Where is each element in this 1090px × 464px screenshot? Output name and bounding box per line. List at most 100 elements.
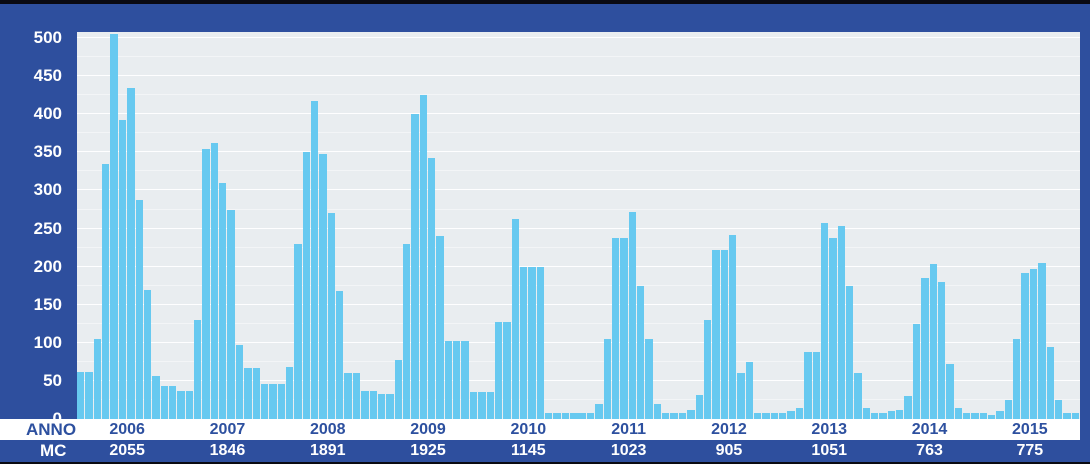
bar	[988, 415, 996, 419]
bar	[135, 199, 143, 419]
bar	[361, 390, 369, 419]
bar	[1013, 339, 1021, 419]
bar	[85, 371, 93, 419]
bar	[720, 249, 728, 419]
y-tick-label: 500	[33, 28, 62, 48]
bar	[879, 412, 887, 419]
bar	[904, 396, 912, 419]
bar	[352, 373, 361, 419]
bar	[628, 211, 636, 419]
y-tick-label: 400	[33, 104, 62, 124]
bar	[812, 351, 820, 419]
bar	[1071, 412, 1079, 419]
bar	[369, 390, 377, 419]
bar	[269, 383, 277, 419]
bar	[428, 158, 436, 419]
bar	[595, 403, 603, 419]
bar	[645, 339, 653, 419]
bar	[946, 364, 954, 419]
bar	[77, 371, 85, 419]
bar	[260, 383, 269, 419]
x-axis-title: ANNO	[26, 420, 77, 439]
y-axis: 500450400350300250200150100500	[0, 28, 70, 428]
bar	[804, 351, 812, 419]
year-labels: 2006 2007 2008 2009 2010 2011 2012 2013 2014 2015	[77, 419, 1080, 440]
bar	[795, 407, 804, 419]
bars-container	[77, 32, 1080, 419]
gridline	[77, 170, 1080, 172]
gridline	[77, 151, 1080, 153]
bar	[311, 101, 319, 419]
anno-row: ANNO 2006 2007 2008 2009 2010 2011 2012 2013 201…	[0, 419, 1080, 440]
mc-value: 1051	[811, 442, 848, 459]
bar	[996, 411, 1004, 419]
bar	[979, 412, 988, 419]
gridline	[77, 322, 1080, 324]
year-label: 2014	[911, 421, 948, 438]
bar	[586, 412, 595, 419]
bar	[1046, 346, 1054, 419]
bar	[728, 234, 737, 419]
year-label: 2015	[1012, 421, 1048, 438]
bar	[118, 119, 127, 419]
gridline	[77, 360, 1080, 362]
bar	[469, 392, 478, 419]
bar	[411, 114, 419, 419]
bar	[971, 412, 979, 419]
y-tick-label: 350	[33, 142, 62, 162]
bar	[302, 152, 311, 419]
mc-row-title: MC	[40, 441, 67, 460]
mc-value: 775	[1016, 442, 1044, 459]
bar	[235, 345, 244, 419]
bar	[285, 367, 294, 419]
year-group-2012	[678, 32, 779, 419]
gridline	[77, 132, 1080, 134]
bar	[929, 264, 937, 419]
bar	[695, 394, 703, 419]
bar	[887, 411, 896, 419]
bar	[294, 243, 302, 419]
gridline	[77, 341, 1080, 343]
gridline	[77, 265, 1080, 267]
y-tick-label: 450	[33, 66, 62, 86]
year-label: 2008	[309, 421, 346, 438]
year-label: 2010	[510, 421, 547, 438]
bar	[528, 266, 536, 419]
bar	[478, 392, 486, 419]
year-group-2007	[177, 32, 277, 419]
mc-value: 1145	[510, 442, 546, 459]
mc-value: 905	[715, 442, 743, 459]
bar	[745, 361, 754, 419]
year-label: 2012	[711, 421, 747, 438]
bar	[871, 412, 879, 419]
bar	[954, 407, 962, 419]
bar	[277, 383, 285, 419]
bar	[444, 340, 453, 419]
gridline	[77, 189, 1080, 191]
bar	[494, 322, 503, 419]
gridline	[77, 227, 1080, 229]
mc-value: 763	[916, 442, 943, 459]
bar	[1021, 272, 1029, 419]
bar	[829, 237, 837, 419]
bar	[461, 340, 469, 419]
bar	[394, 360, 402, 419]
bar	[712, 249, 720, 419]
bar	[687, 409, 695, 419]
bar	[837, 226, 845, 419]
bar	[227, 209, 235, 419]
bar	[1038, 262, 1046, 419]
bar	[503, 322, 511, 419]
bar	[921, 278, 929, 419]
bottom-border	[0, 462, 1090, 464]
year-label: 2006	[109, 421, 145, 438]
mc-value: 1925	[410, 442, 446, 459]
bar	[536, 266, 545, 419]
gridline	[77, 246, 1080, 248]
bar	[896, 409, 904, 419]
mc-value: 1891	[309, 442, 346, 459]
year-label: 2011	[611, 421, 646, 438]
gridline	[77, 75, 1080, 77]
bar	[854, 373, 862, 419]
